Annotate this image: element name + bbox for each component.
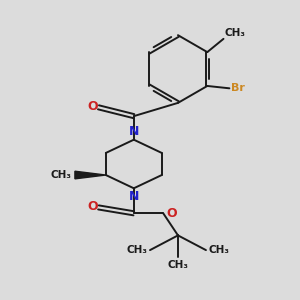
Text: N: N — [129, 125, 140, 138]
Text: CH₃: CH₃ — [208, 245, 229, 255]
Text: CH₃: CH₃ — [225, 28, 246, 38]
Text: O: O — [88, 200, 98, 213]
Polygon shape — [75, 171, 106, 179]
Text: CH₃: CH₃ — [51, 170, 72, 180]
Text: O: O — [167, 207, 177, 220]
Text: CH₃: CH₃ — [127, 245, 148, 255]
Text: Br: Br — [231, 83, 245, 93]
Text: CH₃: CH₃ — [167, 260, 188, 270]
Text: N: N — [129, 190, 140, 203]
Text: O: O — [88, 100, 98, 113]
